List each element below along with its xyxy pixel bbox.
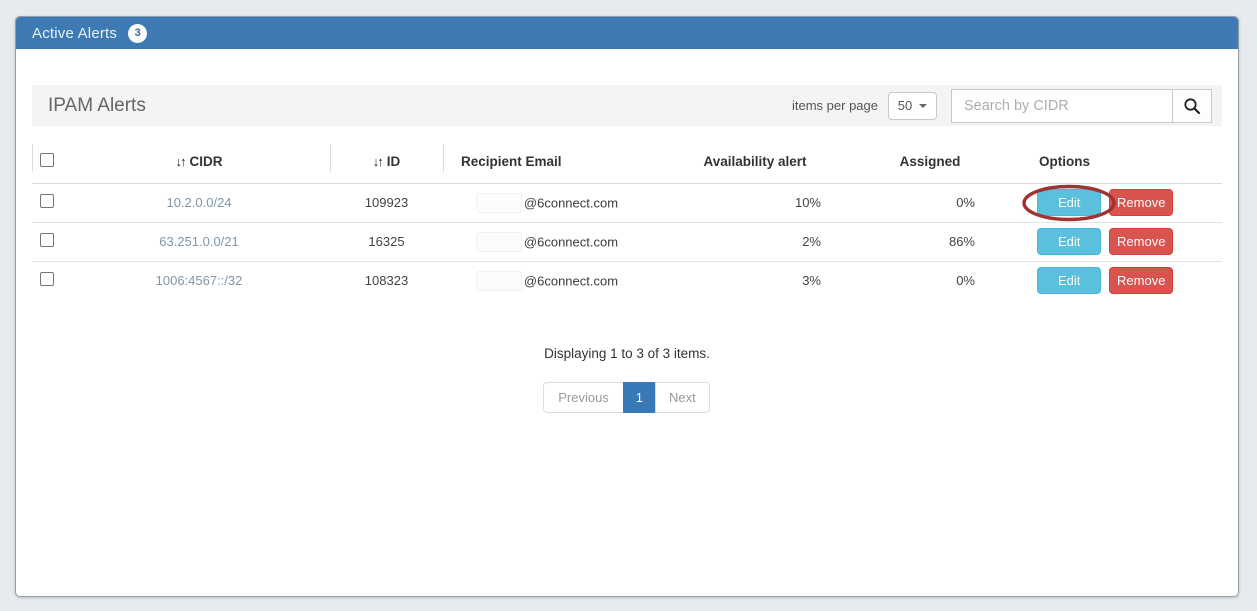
edit-button[interactable]: Edit xyxy=(1037,267,1102,295)
results-summary: Displaying 1 to 3 of 3 items. xyxy=(544,346,710,361)
panel-header: Active Alerts 3 xyxy=(16,17,1238,49)
id-cell: 16325 xyxy=(330,222,443,262)
search-icon xyxy=(1183,97,1201,115)
pagination: Previous 1 Next xyxy=(32,382,1222,413)
row-checkbox[interactable] xyxy=(40,272,54,287)
table-header-row: ↓↑ CIDR ↓↑ ID Recipient Email Availability… xyxy=(32,141,1222,184)
table-row: 10.2.0.0/24 109923 @6connect.com 10% 0% … xyxy=(32,183,1222,223)
email-cell: @6connect.com xyxy=(443,222,651,262)
redacted-email-prefix xyxy=(475,192,522,213)
ipam-alerts-toolbar: IPAM Alerts items per page 50 xyxy=(32,85,1222,126)
select-all-checkbox[interactable] xyxy=(40,153,54,168)
select-all-header xyxy=(32,141,68,184)
remove-button[interactable]: Remove xyxy=(1109,189,1174,216)
redacted-email-prefix xyxy=(475,231,522,252)
remove-button[interactable]: Remove xyxy=(1109,267,1174,295)
redacted-email-prefix xyxy=(475,270,522,291)
column-header-id[interactable]: ↓↑ ID xyxy=(330,141,443,184)
sort-icon: ↓↑ xyxy=(372,154,384,170)
column-header-availability: Availability alert xyxy=(651,141,869,184)
availability-cell: 2% xyxy=(651,222,869,262)
pagination-page-1[interactable]: 1 xyxy=(622,382,657,413)
column-header-options: Options xyxy=(991,141,1222,184)
email-cell: @6connect.com xyxy=(443,261,651,300)
availability-cell: 10% xyxy=(651,183,869,223)
table-row: 1006:4567::/32 108323 @6connect.com 3% 0… xyxy=(32,261,1222,300)
section-title: IPAM Alerts xyxy=(48,94,146,116)
items-per-page-label: items per page xyxy=(792,98,878,113)
column-header-assigned: Assigned xyxy=(869,141,991,184)
row-checkbox[interactable] xyxy=(40,233,54,247)
chevron-down-icon xyxy=(919,103,928,108)
column-header-cidr[interactable]: ↓↑ CIDR xyxy=(68,141,330,184)
search-button[interactable] xyxy=(1172,88,1212,123)
pagination-next[interactable]: Next xyxy=(655,382,710,413)
edit-button[interactable]: Edit xyxy=(1037,189,1102,216)
edit-button[interactable]: Edit xyxy=(1037,228,1102,255)
assigned-cell: 0% xyxy=(956,273,975,289)
cidr-link[interactable]: 10.2.0.0/24 xyxy=(166,195,232,210)
search-input[interactable] xyxy=(951,88,1173,123)
items-per-page-value: 50 xyxy=(897,98,913,113)
alert-count-badge: 3 xyxy=(128,23,148,43)
alerts-table: ↓↑ CIDR ↓↑ ID Recipient Email Availability… xyxy=(32,141,1222,300)
row-checkbox[interactable] xyxy=(40,194,54,208)
active-alerts-panel: Active Alerts 3 IPAM Alerts items per pa… xyxy=(15,16,1239,597)
cidr-link[interactable]: 63.251.0.0/21 xyxy=(159,234,239,249)
assigned-cell: 86% xyxy=(869,222,991,262)
column-header-email: Recipient Email xyxy=(443,141,651,184)
panel-title: Active Alerts xyxy=(32,24,118,42)
cidr-link[interactable]: 1006:4567::/32 xyxy=(155,273,243,289)
table-row: 63.251.0.0/21 16325 @6connect.com 2% 86%… xyxy=(32,222,1222,262)
remove-button[interactable]: Remove xyxy=(1109,228,1174,255)
assigned-cell: 0% xyxy=(869,183,991,223)
sort-icon: ↓↑ xyxy=(175,154,187,170)
id-cell: 109923 xyxy=(330,183,443,223)
pagination-previous[interactable]: Previous xyxy=(543,382,624,413)
email-cell: @6connect.com xyxy=(443,183,651,223)
id-cell: 108323 xyxy=(364,273,409,289)
items-per-page-select[interactable]: 50 xyxy=(888,91,937,120)
availability-cell: 3% xyxy=(802,273,821,289)
